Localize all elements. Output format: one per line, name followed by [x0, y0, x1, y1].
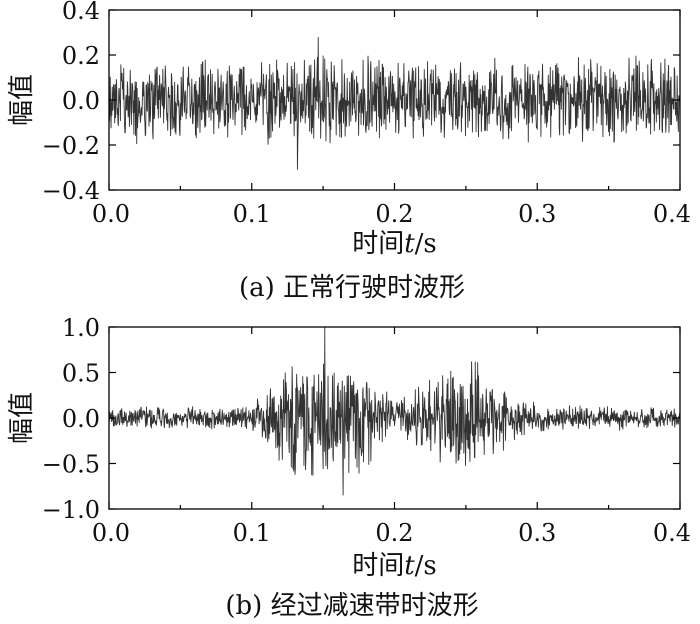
- chart-a-xlabel-prefix: 时间: [352, 229, 404, 259]
- chart-b-waveform: [108, 326, 681, 496]
- chart-b-xtick-label: 0.2: [375, 519, 413, 547]
- chart-b-y-axis-label: 幅值: [7, 392, 37, 444]
- chart-b-ytick-label: −1.0: [42, 496, 100, 524]
- chart-a-y-axis-label: 幅值: [7, 74, 37, 126]
- chart-b-xlabel-prefix: 时间: [352, 551, 404, 581]
- chart-b-ytick-label: −0.5: [42, 451, 100, 479]
- chart-b-x-axis-label: 时间t/s: [352, 551, 437, 581]
- chart-a-ytick-label: −0.2: [42, 132, 100, 160]
- chart-b-x-ticks: [108, 327, 681, 509]
- chart-b-xtick-label: 0.0: [92, 519, 130, 547]
- chart-a-xtick-label: 0.4: [653, 200, 691, 228]
- chart-a-x-ticks: [108, 10, 681, 190]
- chart-b-xlabel-unit: /s: [415, 551, 437, 581]
- chart-a-ytick-label: 0.4: [62, 0, 100, 25]
- chart-b: 1.0 0.5 0.0 −0.5 −1.0 0.0 0.1 0.2 0.3 0.…: [7, 314, 691, 621]
- chart-a-x-axis-label: 时间t/s: [352, 229, 437, 259]
- chart-a-xtick-label: 0.1: [233, 200, 271, 228]
- chart-b-xtick-label: 0.4: [653, 519, 691, 547]
- chart-a-series-line: [108, 36, 681, 170]
- chart-a-xtick-label: 0.3: [518, 200, 556, 228]
- chart-a-xlabel-var: t: [404, 229, 415, 259]
- chart-a-caption: (a) 正常行驶时波形: [239, 273, 465, 303]
- chart-b-xtick-label: 0.3: [518, 519, 556, 547]
- chart-b-xlabel-var: t: [404, 551, 415, 581]
- chart-a-xtick-label: 0.2: [375, 200, 413, 228]
- chart-a-ytick-label: 0.2: [62, 42, 100, 70]
- chart-b-y-ticks: [109, 326, 680, 510]
- chart-a-waveform: [108, 36, 681, 170]
- chart-b-series-line: [108, 326, 681, 496]
- chart-b-ytick-label: 1.0: [62, 314, 100, 342]
- chart-a: 0.4 0.2 0.0 −0.2 −0.4 0.0 0.1 0.2 0.3 0.…: [7, 0, 691, 303]
- chart-b-ytick-label: 0.5: [62, 360, 100, 388]
- chart-a-ytick-label: 0.0: [62, 87, 100, 115]
- chart-a-xtick-label: 0.0: [92, 200, 130, 228]
- chart-b-xtick-label: 0.1: [233, 519, 271, 547]
- chart-b-caption: (b) 经过减速带时波形: [225, 591, 478, 621]
- chart-a-ytick-label: −0.4: [42, 177, 100, 205]
- chart-a-y-ticks: [109, 9, 680, 191]
- chart-a-xlabel-unit: /s: [415, 229, 437, 259]
- chart-b-ytick-label: 0.0: [62, 405, 100, 433]
